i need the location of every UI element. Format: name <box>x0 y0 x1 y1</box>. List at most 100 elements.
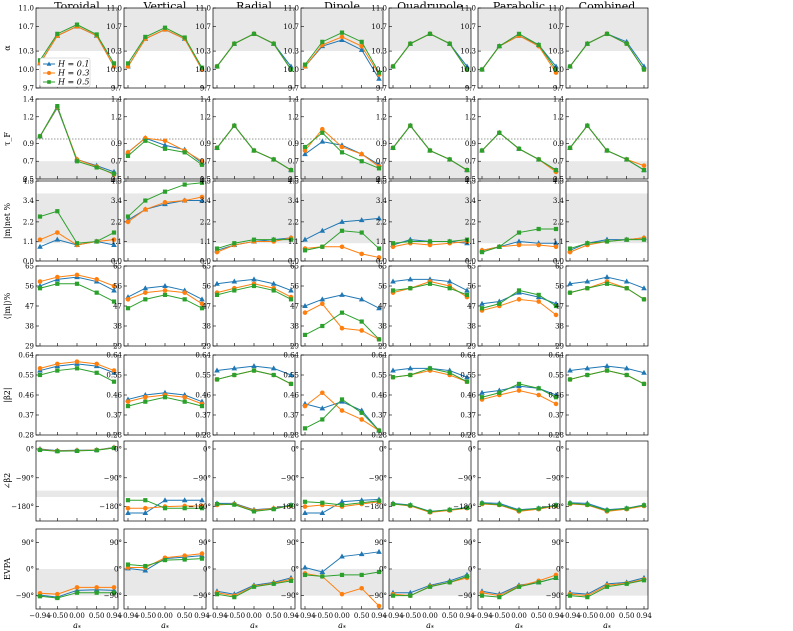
panel-radial-row4-series-0-point <box>214 367 220 373</box>
legend-box <box>39 57 91 88</box>
panel-dipole-row6-series-0-point <box>358 551 365 557</box>
panel-quadrupole-row4-ytick-label: 0.46 <box>371 392 387 400</box>
panel-combined-row3-ytick-label: 38 <box>555 323 564 331</box>
panel-dipole-row3-series-0-point <box>302 303 308 308</box>
panel-quadrupole-row1-band <box>389 161 471 179</box>
panel-dipole-row4-series-0-point <box>319 405 326 411</box>
panel-radial-row5-ytick-label: 0° <box>203 446 211 454</box>
panel-parabolic-row4-ytick-label: 0.37 <box>460 412 476 420</box>
panel-combined-row3-series-0-point <box>623 278 630 284</box>
panel-combined-row2-frame <box>565 180 649 262</box>
panel-dipole-row6-xtick-label: 0.94 <box>371 612 387 620</box>
panel-vertical-row5-series-0-point <box>181 497 188 503</box>
panel-vertical-row1-series-2-point <box>143 138 148 143</box>
panel-parabolic-row1-band <box>478 161 560 179</box>
panel-vertical-row2-series-1-point <box>199 194 205 200</box>
panel-vertical-row2-ytick-label: 3.4 <box>111 197 123 205</box>
panel-combined-row6-xtick-label: −0.50 <box>577 612 598 620</box>
panel-quadrupole-row6-ytick-label: 0° <box>379 566 387 574</box>
panel-radial-row2-frame <box>212 180 296 262</box>
panel-toroidal-row5-band <box>36 490 118 497</box>
panel-quadrupole-row2-ytick-label: 0.0 <box>376 258 387 266</box>
panel-toroidal-row4-series-2-point <box>111 379 117 384</box>
panel-dipole-row5-series-0-point <box>339 498 345 504</box>
panel-combined-row2-series-2-point <box>641 237 647 242</box>
panel-vertical-row5-series-1-point <box>125 505 131 511</box>
panel-radial-row0-band <box>213 8 295 52</box>
panel-vertical-row4-series-1-point <box>143 394 148 400</box>
panel-dipole-row4-series-2-point <box>339 397 345 402</box>
panel-parabolic-row2-series-1-point <box>553 244 559 250</box>
panel-radial-row3-series-0-point <box>270 280 277 286</box>
panel-toroidal-row4-ytick-label: 0.37 <box>18 412 34 420</box>
panel-parabolic-row2-series-0-point <box>553 240 559 246</box>
panel-parabolic-row0-band <box>478 8 560 52</box>
panel-parabolic-row5-band <box>478 490 560 497</box>
panel-toroidal-row6-series-2-point <box>37 594 43 599</box>
panel-radial-row5-series-2-point <box>288 503 294 508</box>
panel-parabolic-row3-ytick-label: 65 <box>467 263 476 271</box>
panel-combined-row3-ytick-label: 56 <box>555 283 564 291</box>
panel-dipole-row0-series-2-point <box>339 30 345 35</box>
panel-parabolic-row3-series-1-point <box>516 297 522 302</box>
panel-parabolic-row1-ytick-label: 0.5 <box>465 176 476 184</box>
panel-vertical-row2-ytick-label: 4.5 <box>111 178 122 186</box>
panel-parabolic-row2-series-2-point <box>479 250 485 255</box>
panel-parabolic-row1-ytick-label: 1.2 <box>465 113 476 121</box>
panel-dipole-row3-series-1-point <box>359 328 364 333</box>
panel-dipole-row2-series-2-point <box>302 248 308 253</box>
panel-radial-row4-frame <box>212 354 296 436</box>
panel-radial-row2-band <box>213 193 295 244</box>
panel-parabolic-row0-series-2-point <box>553 67 559 72</box>
panel-radial-row1-ytick-label: 0.5 <box>200 176 211 184</box>
panel-radial-row0-ytick-label: 10.0 <box>195 66 211 74</box>
panel-vertical-row3-series-1-point <box>199 301 205 307</box>
panel-toroidal-row3-frame <box>35 265 119 347</box>
panel-combined-row1-frame <box>565 98 649 180</box>
panel-vertical-row5-series-1-point <box>143 505 148 511</box>
panel-dipole-row1-series-2-point <box>302 144 308 150</box>
panel-parabolic-row6-xtick-label: 0.50 <box>531 612 547 620</box>
panel-parabolic-row2-series-1-point <box>536 242 541 248</box>
panel-dipole-row6-frame <box>300 528 384 610</box>
panel-toroidal-row3-ytick-label: 56 <box>25 283 34 291</box>
panel-quadrupole-row5-series-2-point <box>408 503 413 508</box>
panel-dipole-row4-ytick-label: 0.64 <box>283 352 299 360</box>
panel-dipole-row4-series-2-point <box>320 417 325 422</box>
panel-vertical-row0-ytick-label: 11.0 <box>106 5 122 13</box>
panel-quadrupole-row4-series-2-point <box>408 372 413 378</box>
panel-dipole-row2-ytick-label: 4.5 <box>288 178 299 186</box>
panel-parabolic-row0-series-2-point <box>516 31 522 36</box>
panel-vertical-row4-series-2-point <box>125 404 131 409</box>
panel-radial-row5-frame <box>212 440 296 522</box>
panel-quadrupole-row3-series-0-point <box>390 278 396 284</box>
panel-parabolic-row4-series-2-point <box>497 390 502 395</box>
panel-radial-row2-ytick-label: 3.4 <box>200 197 212 205</box>
panel-dipole-row3-series-2-point <box>320 323 325 329</box>
panel-vertical-row0-series-2-point <box>125 61 131 66</box>
panel-vertical-row1-ytick-label: 0.5 <box>111 176 122 184</box>
panel-radial-row2-ytick-label: 2.2 <box>200 218 211 226</box>
panel-toroidal-row4-ytick-label: 0.46 <box>18 392 34 400</box>
panel-combined-row4-series-2-point <box>604 368 610 373</box>
panel-quadrupole-row2-series-2-point <box>427 239 433 244</box>
panel-dipole-row3-series-0-point <box>358 296 365 302</box>
panel-dipole-row1-ytick-label: 0.5 <box>288 176 299 184</box>
panel-vertical-row4-series-1-point <box>125 399 131 404</box>
panel-dipole-row0-ytick-label: 10.0 <box>283 66 299 74</box>
panel-combined-row4-series-0-point <box>604 363 610 369</box>
panel-vertical-row6-band <box>124 569 206 596</box>
panel-vertical-row5-ytick-label: −90° <box>104 474 122 482</box>
panel-toroidal-row1-ytick-label: 0.7 <box>23 158 34 166</box>
panel-toroidal-row4-series-2-point <box>55 368 60 373</box>
panel-dipole-row2-frame <box>300 180 384 262</box>
panel-quadrupole-row4-series-2-point <box>464 379 470 384</box>
panel-dipole-row1-series-2-point <box>339 150 345 155</box>
panel-vertical-row3-frame <box>123 265 207 347</box>
panel-dipole-row3-frame <box>300 265 384 347</box>
panel-dipole-row5-series-2-point <box>376 498 382 503</box>
panel-radial-row1-series-2-point <box>214 145 220 150</box>
panel-dipole-row6-xtick-label: −0.94 <box>294 612 316 620</box>
panel-parabolic-row6-xtick-label: −0.50 <box>489 612 510 620</box>
